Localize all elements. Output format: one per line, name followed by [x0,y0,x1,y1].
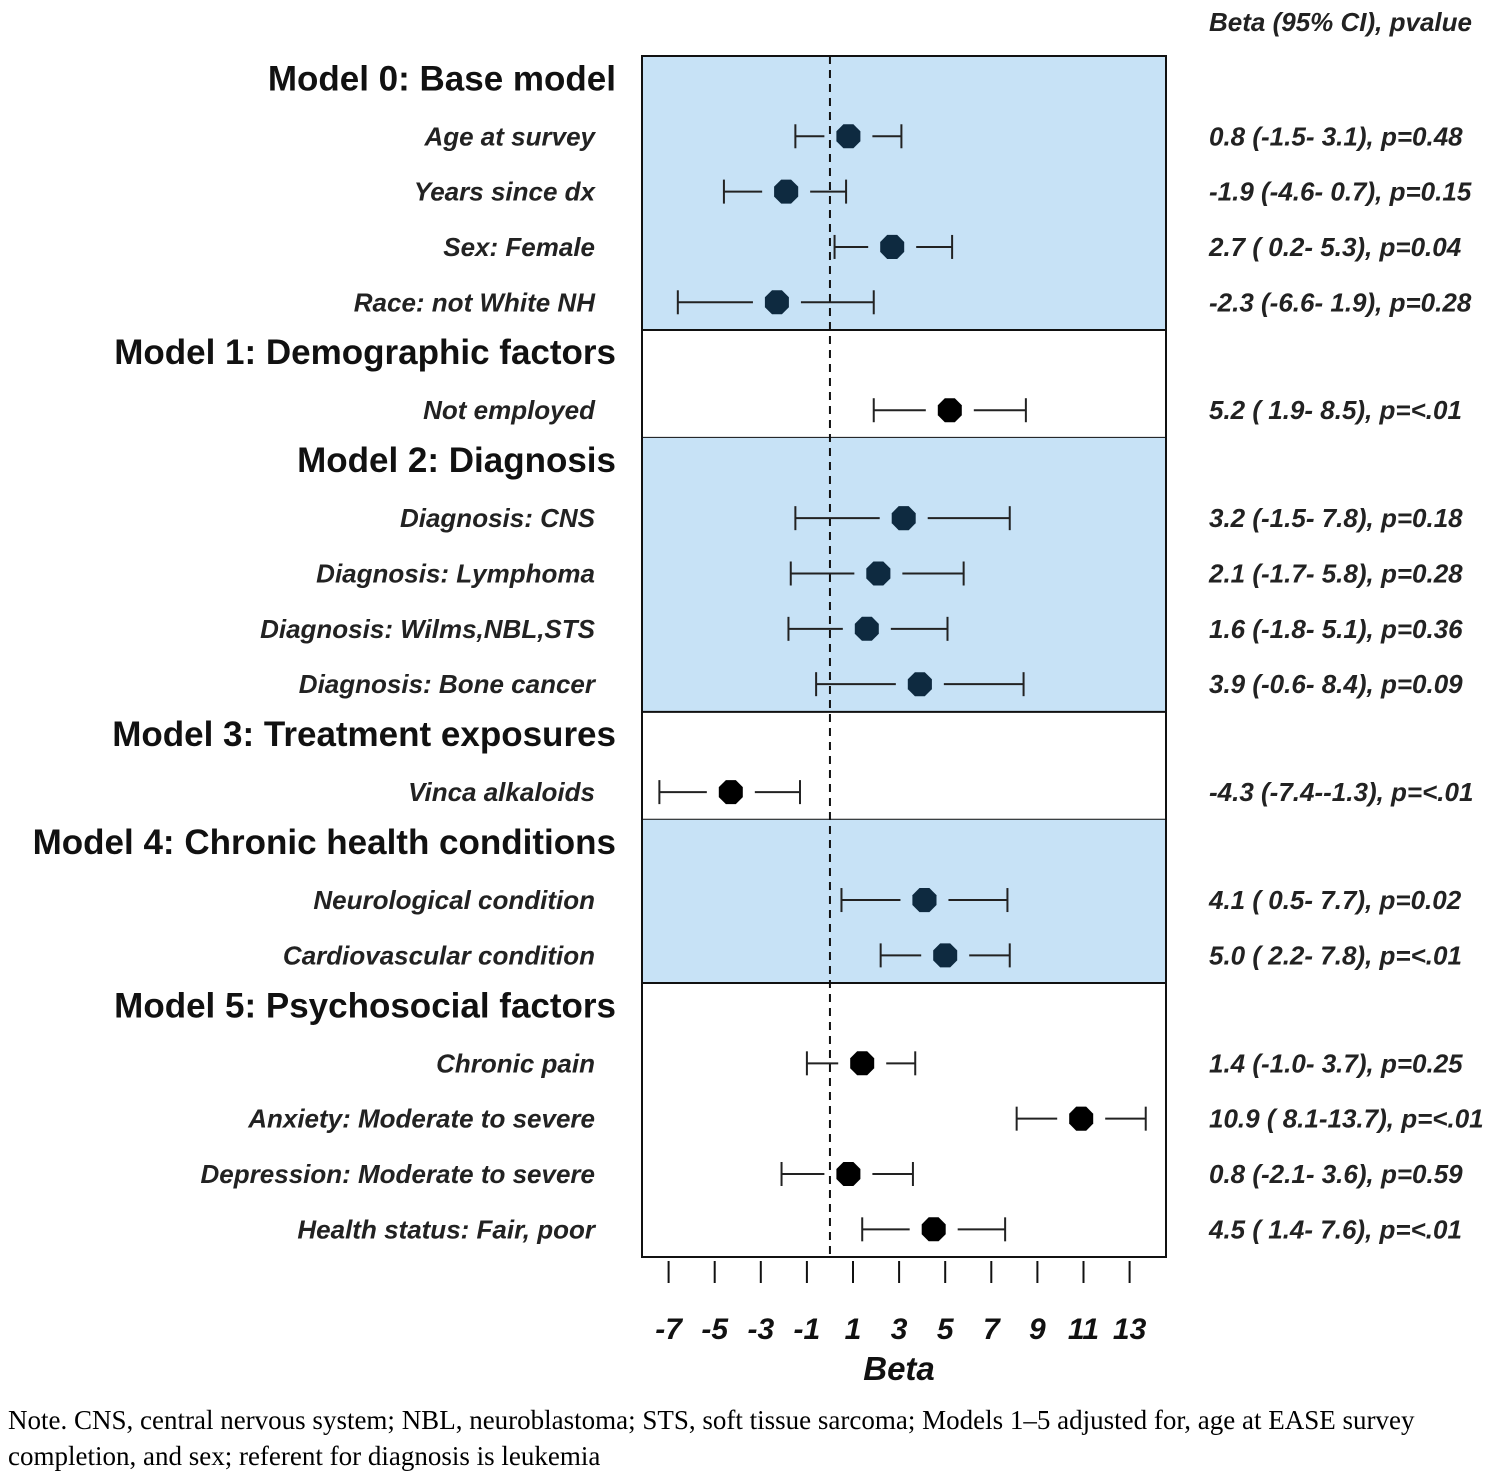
estimate-point [764,290,789,315]
row-value-text: -1.9 (-4.6- 0.7), p=0.15 [1209,177,1472,207]
value-labels: 0.8 (-1.5- 3.1), p=0.48 -1.9 (-4.6- 0.7),… [1208,121,1484,1244]
row-label: Race: not White NH [354,287,596,317]
footnote: Note. CNS, central nervous system; NBL, … [8,1405,1415,1471]
band-model-4 [642,819,1166,984]
x-tick-label: 9 [1029,1313,1046,1346]
estimate-point [836,124,861,149]
row-label: Not employed [423,395,596,425]
row-value-text: 3.2 (-1.5- 7.8), p=0.18 [1209,503,1463,533]
row-value-text: 5.2 ( 1.9- 8.5), p=<.01 [1209,395,1462,425]
estimate-point [866,561,891,586]
estimate-marks [658,124,1147,1242]
model-title-2: Model 2: Diagnosis [297,441,616,480]
plot-frame [641,55,1167,1258]
band-model-2 [642,437,1166,712]
estimate-point [921,1217,946,1242]
row-label: Anxiety: Moderate to severe [247,1104,595,1134]
row-label: Diagnosis: CNS [400,503,596,533]
estimate-point [912,888,937,913]
forest-plot: Model 0: Base model Age at survey Years si… [33,7,1484,1387]
x-axis: -7 -5 -3 -1 1 3 5 7 9 11 13 [655,1261,1147,1346]
row-value-text: 3.9 (-0.6- 8.4), p=0.09 [1209,669,1463,699]
row-label: Age at survey [423,121,596,151]
model-title-1: Model 1: Demographic factors [114,333,616,372]
estimate-point [718,780,743,805]
estimate-point [891,506,916,531]
row-value-text: 0.8 (-2.1- 3.6), p=0.59 [1209,1159,1463,1189]
estimate-point [836,1162,861,1186]
row-label: Chronic pain [436,1048,595,1078]
estimate-point [774,179,799,204]
estimate-point [1069,1106,1094,1131]
estimate-point [933,943,958,968]
estimate-point [937,398,962,423]
model-title-4: Model 4: Chronic health conditions [33,823,616,862]
row-value-text: 10.9 ( 8.1-13.7), p=<.01 [1209,1104,1484,1134]
row-label: Years since dx [414,177,597,207]
row-label: Neurological condition [313,885,595,915]
row-label: Diagnosis: Lymphoma [316,558,595,588]
estimate-point [854,616,879,641]
row-label: Health status: Fair, poor [297,1214,596,1244]
row-value-text: 2.1 (-1.7- 5.8), p=0.28 [1208,558,1463,588]
model-title-0: Model 0: Base model [268,59,616,98]
row-value-text: -4.3 (-7.4--1.3), p=<.01 [1209,777,1473,807]
x-tick-label: 5 [937,1313,955,1346]
x-tick-label: 13 [1113,1313,1147,1346]
model-title-3: Model 3: Treatment exposures [112,715,616,754]
x-tick-label: 7 [983,1313,1001,1346]
row-value-text: 4.5 ( 1.4- 7.6), p=<.01 [1208,1214,1462,1244]
row-value-text: 4.1 ( 0.5- 7.7), p=0.02 [1208,885,1462,915]
row-label: Sex: Female [443,232,595,262]
row-labels: Model 0: Base model Age at survey Years si… [33,59,616,1244]
band-model-0 [642,56,1166,330]
estimate-point [880,234,905,259]
x-tick-label: -5 [701,1313,729,1346]
estimate-point [907,672,932,697]
row-value-text: 5.0 ( 2.2- 7.8), p=<.01 [1209,940,1462,970]
row-label: Depression: Moderate to severe [201,1159,595,1189]
model-bands [642,56,1166,1258]
row-value-text: 1.6 (-1.8- 5.1), p=0.36 [1209,614,1463,644]
x-tick-label: 3 [891,1313,908,1346]
row-label: Cardiovascular condition [283,940,595,970]
x-tick-label: 11 [1068,1313,1099,1346]
x-tick-label: -7 [655,1313,683,1346]
estimate-point [850,1051,875,1076]
row-label: Vinca alkaloids [408,777,595,807]
model-title-5: Model 5: Psychosocial factors [114,986,616,1025]
row-label: Diagnosis: Wilms,NBL,STS [260,614,596,644]
row-value-text: 2.7 ( 0.2- 5.3), p=0.04 [1208,232,1462,262]
x-tick-label: -3 [747,1313,774,1346]
x-tick-label: 1 [845,1313,862,1346]
ci-header: Beta (95% CI), pvalue [1209,7,1472,37]
row-value-text: 1.4 (-1.0- 3.7), p=0.25 [1209,1048,1463,1078]
x-tick-label: -1 [794,1313,821,1346]
row-value-text: -2.3 (-6.6- 1.9), p=0.28 [1209,287,1472,317]
x-axis-title: Beta [863,1350,935,1387]
row-value-text: 0.8 (-1.5- 3.1), p=0.48 [1209,121,1463,151]
row-label: Diagnosis: Bone cancer [299,669,597,699]
